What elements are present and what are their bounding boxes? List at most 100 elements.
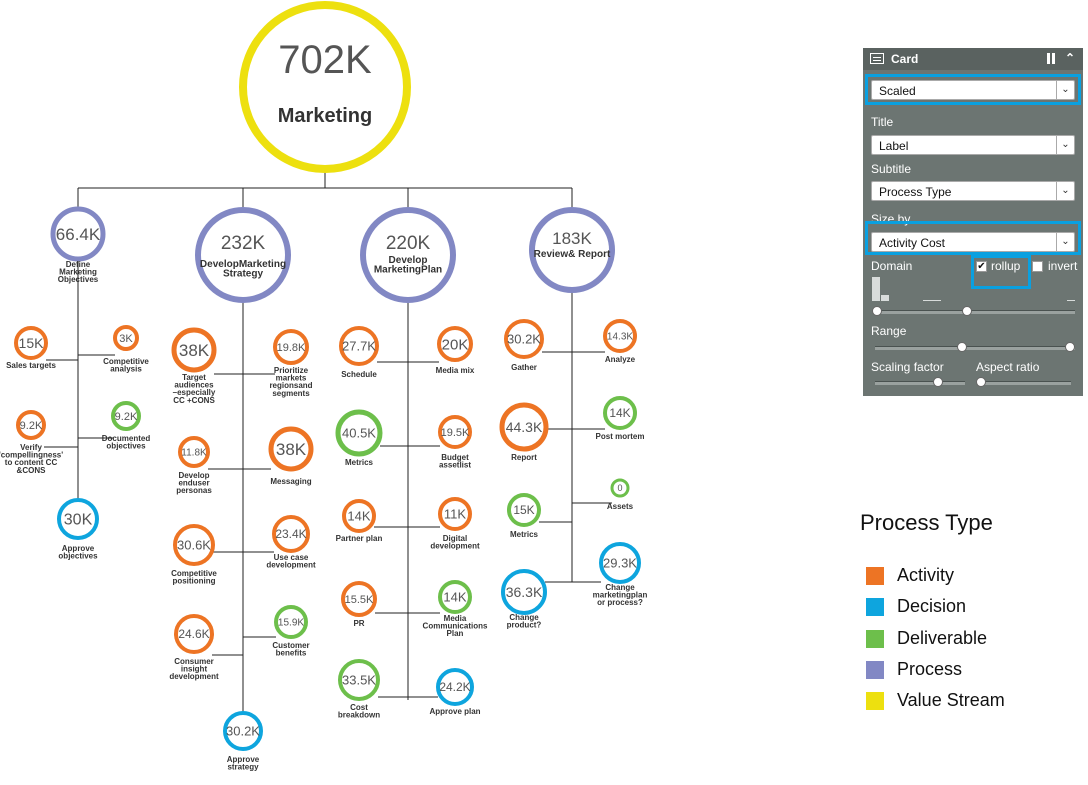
tree-node-n16[interactable]: 20K Media mix xyxy=(436,326,475,375)
legend-swatch xyxy=(866,692,884,710)
tree-node-n20[interactable]: 11K Digital development xyxy=(430,497,480,551)
node-ring xyxy=(436,668,474,706)
range-slider[interactable] xyxy=(875,346,1075,350)
rollup-checkbox[interactable]: ✔ xyxy=(976,261,987,272)
tree-node-n11[interactable]: 23.4K Use case development xyxy=(266,515,316,570)
node-ring xyxy=(335,409,383,457)
invert-checkbox[interactable] xyxy=(1032,261,1043,272)
node-ring xyxy=(173,524,215,566)
scaling-factor-handle[interactable] xyxy=(933,377,943,387)
chevron-down-icon: ⌄ xyxy=(1056,233,1074,251)
node-label: Develop MarketingPlan xyxy=(374,255,442,276)
node-ring xyxy=(272,515,310,553)
node-value: 30K xyxy=(64,512,93,529)
tree-node-n29[interactable]: 0 Assets xyxy=(607,478,634,511)
node-label: Define Marketing Objectives xyxy=(58,260,99,284)
tree-node-n17[interactable]: 40.5K Metrics xyxy=(335,409,383,467)
tree-node-n5[interactable]: 30K Approve objectives xyxy=(57,498,99,561)
tree-node-n31[interactable]: 29.3K Change marketingplan or process? xyxy=(593,542,648,607)
node-label: Report xyxy=(511,453,537,462)
collapse-icon[interactable]: ⌃ xyxy=(1065,51,1076,65)
subtitle-select[interactable]: Process Type ⌄ xyxy=(871,181,1075,201)
node-label: Schedule xyxy=(341,370,377,379)
tree-node-n32[interactable]: 36.3K Change product? xyxy=(501,569,547,630)
mode-select[interactable]: Scaled ⌄ xyxy=(871,80,1075,100)
node-value: 0 xyxy=(617,483,622,493)
tree-node-n14[interactable]: 30.2K Approve strategy xyxy=(223,711,263,772)
node-value: 20K xyxy=(442,336,469,353)
node-label: PR xyxy=(353,619,364,628)
tree-node-n4[interactable]: 9.2K Documented objectives xyxy=(102,401,151,451)
node-value: 15.9K xyxy=(278,618,304,629)
tree-node-n12[interactable]: 24.6K Consumer insight development xyxy=(169,614,219,681)
node-value: 220K xyxy=(386,233,431,254)
card-title: Card xyxy=(891,52,919,66)
node-label: Analyze xyxy=(605,355,636,364)
title-select[interactable]: Label ⌄ xyxy=(871,135,1075,155)
tree-node-n21[interactable]: 15.5K PR xyxy=(341,581,377,628)
node-label: Metrics xyxy=(345,458,374,467)
node-label: Approve strategy xyxy=(227,755,260,772)
node-value: 14K xyxy=(347,509,370,524)
tree-node-n24[interactable]: 24.2K Approve plan xyxy=(429,668,481,716)
tree-node-root[interactable]: 702K Marketing xyxy=(239,1,411,173)
tree-node-p1[interactable]: 66.4K Define Marketing Objectives xyxy=(50,206,106,284)
node-ring xyxy=(499,402,549,452)
tree-node-n25[interactable]: 30.2K Gather xyxy=(504,319,544,372)
node-value: 11K xyxy=(444,507,466,522)
tree-node-n3[interactable]: 9.2K Verify'compellingness' to content CC &… xyxy=(0,410,63,475)
tree-node-n2[interactable]: 3K Competitive analysis xyxy=(103,325,149,374)
node-label: Use case development xyxy=(266,553,316,570)
scaling-factor-slider[interactable] xyxy=(875,381,965,385)
tree-node-n8[interactable]: 11.8K Develop enduser personas xyxy=(176,436,212,495)
tree-node-n1[interactable]: 15K Sales targets xyxy=(6,326,56,370)
tree-node-n6[interactable]: 38K Target audiences –especially CC +CONS xyxy=(171,327,217,405)
tree-node-n23[interactable]: 33.5K Cost breakdown xyxy=(338,659,380,720)
domain-histogram-bar xyxy=(872,277,880,301)
tree-node-n22[interactable]: 14K Media Communications Plan xyxy=(423,580,488,638)
tree-node-n27[interactable]: 44.3K Report xyxy=(499,402,549,462)
tree-node-n30[interactable]: 15K Metrics xyxy=(507,493,541,539)
domain-slider-min-handle[interactable] xyxy=(872,306,882,316)
node-ring xyxy=(437,326,473,362)
node-ring xyxy=(342,499,376,533)
node-ring xyxy=(603,396,637,430)
tree-node-n26[interactable]: 14.3K Analyze xyxy=(603,319,637,364)
sizeby-select[interactable]: Activity Cost ⌄ xyxy=(871,232,1075,252)
node-ring xyxy=(16,410,46,440)
node-label: Customer benefits xyxy=(272,641,309,658)
tree-node-n28[interactable]: 14K Post mortem xyxy=(596,396,645,441)
node-label: Competitive analysis xyxy=(103,357,149,374)
node-value: 30.2K xyxy=(226,724,260,739)
range-slider-min-handle[interactable] xyxy=(957,342,967,352)
range-slider-max-handle[interactable] xyxy=(1065,342,1075,352)
node-ring xyxy=(507,493,541,527)
card-header: Card ⌃ xyxy=(863,48,1083,70)
node-ring xyxy=(268,426,314,472)
pause-icon[interactable] xyxy=(1047,53,1057,64)
tree-node-n15[interactable]: 27.7K Schedule xyxy=(339,326,379,379)
domain-slider-max-handle[interactable] xyxy=(962,306,972,316)
node-value: 24.2K xyxy=(439,680,470,694)
node-label: Media Communications Plan xyxy=(423,614,488,638)
tree-node-p2[interactable]: 232K DevelopMarketing Strategy xyxy=(195,207,291,303)
tree-node-n7[interactable]: 19.8K Prioritize markets regionsand segments xyxy=(269,329,313,398)
node-ring xyxy=(178,436,210,468)
node-ring xyxy=(438,497,472,531)
aspect-ratio-handle[interactable] xyxy=(976,377,986,387)
title-select-value: Label xyxy=(879,139,909,153)
node-value: 183K xyxy=(552,229,592,248)
domain-slider[interactable] xyxy=(875,310,1075,314)
tree-node-n13[interactable]: 15.9K Customer benefits xyxy=(272,605,310,658)
aspect-ratio-slider[interactable] xyxy=(979,381,1071,385)
tree-node-n10[interactable]: 30.6K Competitive positioning xyxy=(171,524,217,586)
tree-node-n19[interactable]: 14K Partner plan xyxy=(336,499,383,543)
tree-node-n18[interactable]: 19.5K Budget assetlist xyxy=(438,415,472,470)
node-ring xyxy=(338,659,380,701)
tree-node-n9[interactable]: 38K Messaging xyxy=(268,426,314,486)
legend-swatch xyxy=(866,630,884,648)
mode-highlight xyxy=(865,74,1081,105)
node-value: 3K xyxy=(119,333,133,345)
